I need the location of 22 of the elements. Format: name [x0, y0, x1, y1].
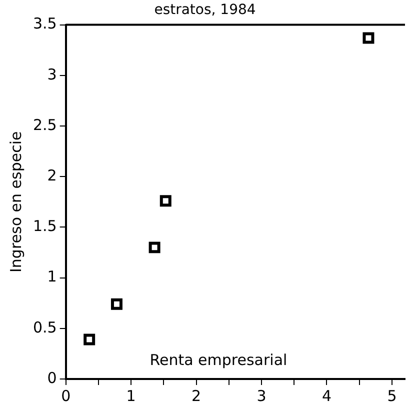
annotation: Renta empresarial	[150, 351, 288, 369]
point	[84, 334, 96, 346]
point	[148, 242, 160, 254]
y-tick-label: 0	[47, 368, 57, 387]
y-tick-label: 1.5	[32, 217, 57, 236]
x-tick-label: 2	[192, 386, 202, 405]
chart-title: estratos, 1984	[154, 2, 256, 18]
x-tick-label: 5	[387, 386, 397, 405]
y-tick-label: 2.5	[32, 116, 57, 134]
y-tick-label: 1	[47, 268, 57, 286]
y-tick-label: 2	[47, 166, 57, 184]
x-tick-label: 0	[61, 386, 71, 405]
y-axis-title: Ingreso en especie	[6, 131, 25, 273]
y-tick-label: 3	[47, 65, 57, 84]
point	[160, 195, 172, 207]
x-tick-label: 1	[126, 386, 136, 405]
point	[362, 32, 374, 44]
y-tick-label: 3.5	[32, 14, 57, 33]
x-tick-label: 4	[322, 386, 332, 405]
point	[110, 298, 122, 310]
y-tick-label: 0.5	[32, 318, 57, 336]
x-tick-label: 3	[256, 386, 266, 405]
